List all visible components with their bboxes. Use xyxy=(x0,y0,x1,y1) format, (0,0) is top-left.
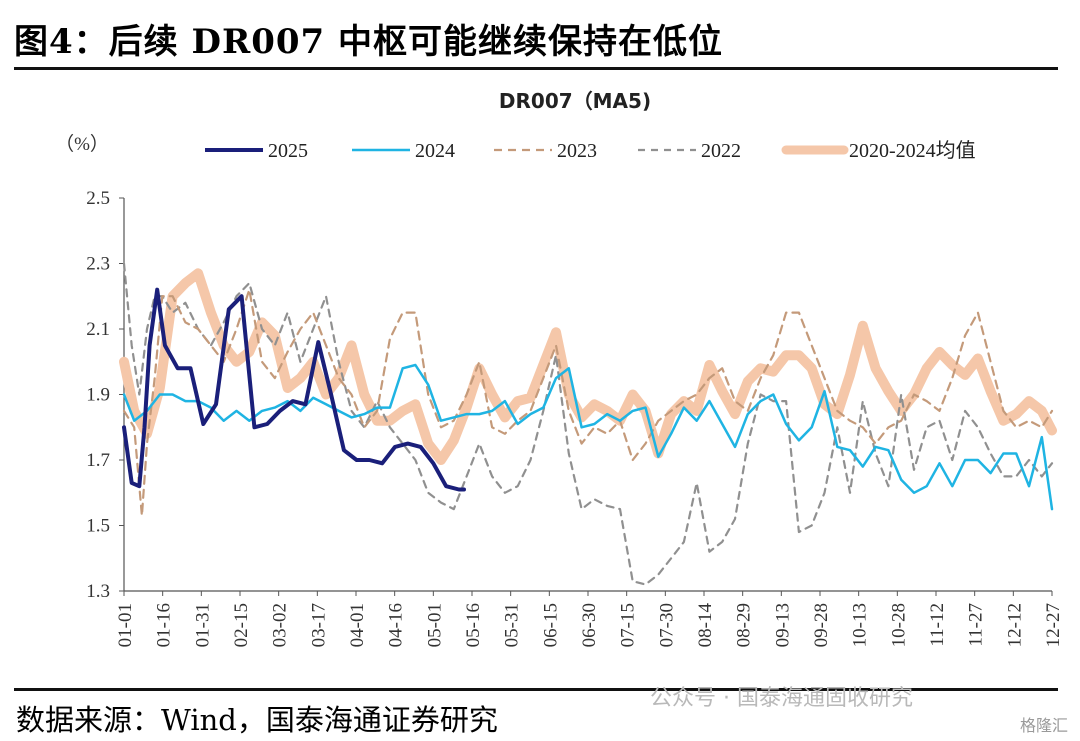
source-label: 数据来源： xyxy=(16,703,162,737)
legend-label: 2023 xyxy=(557,140,597,162)
x-tick-label: 05-31 xyxy=(502,603,523,647)
watermark: 公众号 · 国泰海通固收研究 xyxy=(650,686,913,711)
series-group xyxy=(119,262,1057,586)
y-axis-unit-label: （%） xyxy=(55,133,109,155)
y-tick-label: 1.9 xyxy=(86,385,110,406)
figure-title: 图4：后续 DR007 中枢可能继续保持在低位 xyxy=(14,22,724,62)
axes: 1.3 1.5 1.7 1.9 2.1 2.3 2.5 01-01 01-16 01-31 02-1… xyxy=(86,188,1064,647)
y-tick-label: 2.5 xyxy=(86,188,110,209)
x-tick-label: 07-15 xyxy=(618,603,639,647)
x-tick-label: 09-13 xyxy=(772,603,793,647)
legend-label: 2022 xyxy=(701,140,741,162)
watermark-logo: 格隆汇 xyxy=(1019,716,1068,735)
series-line-2023 xyxy=(122,288,1054,517)
x-tick-label: 03-02 xyxy=(270,603,291,647)
y-tick-label: 1.3 xyxy=(86,581,110,602)
chart-title: DR007（MA5) xyxy=(499,89,651,113)
series-line-2022 xyxy=(122,262,1054,586)
y-tick-label: 2.1 xyxy=(86,319,110,340)
series-line-2020-2024均值 xyxy=(119,268,1057,465)
x-tick-label: 06-15 xyxy=(540,603,561,647)
bottom-rule xyxy=(14,688,1058,691)
series-line-2024 xyxy=(122,363,1054,511)
x-tick-label: 02-15 xyxy=(231,603,252,647)
x-tick-label: 08-29 xyxy=(734,603,755,647)
x-tick-label: 07-30 xyxy=(656,603,677,647)
x-tick-label: 01-01 xyxy=(115,603,136,647)
x-tick-label: 04-16 xyxy=(386,603,407,647)
legend-label: 2024 xyxy=(415,140,455,162)
legend-label: 2025 xyxy=(268,140,308,162)
top-rule xyxy=(14,67,1058,70)
source-note: 数据来源：Wind，国泰海通证券研究 xyxy=(16,697,498,739)
legend-label: 2020-2024均值 xyxy=(849,139,976,162)
x-tick-label: 12-12 xyxy=(1004,603,1025,647)
x-tick-label: 04-01 xyxy=(347,603,368,647)
x-tick-label: 11-27 xyxy=(966,603,987,647)
series-line-2025 xyxy=(122,287,466,492)
y-tick-label: 2.3 xyxy=(86,254,110,275)
x-tick-label: 01-16 xyxy=(154,603,175,647)
x-tick-label: 05-01 xyxy=(424,603,445,647)
x-tick-label: 10-13 xyxy=(850,603,871,647)
x-tick-label: 09-28 xyxy=(811,603,832,647)
x-tick-label: 01-31 xyxy=(192,603,213,647)
x-tick-label: 05-16 xyxy=(463,603,484,647)
source-text: Wind，国泰海通证券研究 xyxy=(161,703,498,737)
y-tick-label: 1.7 xyxy=(86,450,110,471)
x-tick-label: 06-30 xyxy=(579,603,600,647)
x-tick-label: 12-27 xyxy=(1043,603,1064,647)
x-tick-label: 03-17 xyxy=(308,603,329,647)
x-tick-label: 08-14 xyxy=(695,603,716,648)
x-tick-label: 11-12 xyxy=(927,603,948,647)
y-tick-label: 1.5 xyxy=(86,516,110,537)
x-tick-label: 10-28 xyxy=(888,603,909,647)
legend: 2025 2024 2023 2022 2020-2024均值 xyxy=(205,139,976,162)
